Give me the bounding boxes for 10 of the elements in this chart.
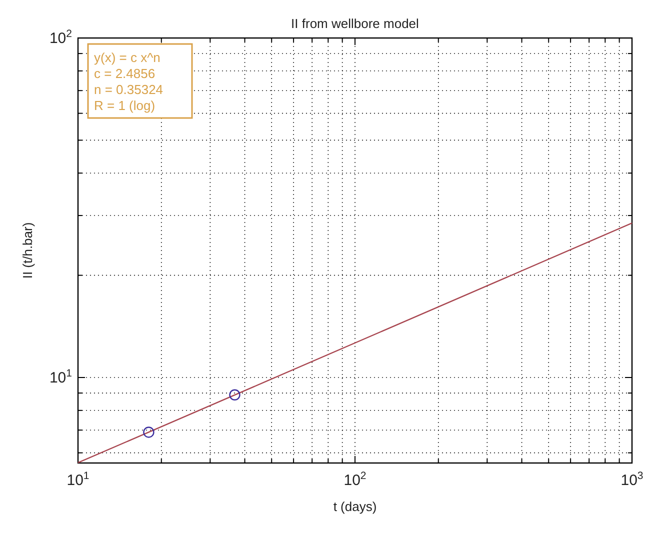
- x-tick-label: 10$^{3}$: [620, 470, 644, 489]
- chart-title: II from wellbore model: [291, 16, 420, 31]
- annotation: n = 0.35324: [94, 82, 164, 97]
- annotation: y(x) = c x^n: [94, 50, 160, 65]
- x-axis-title: t (days): [333, 499, 377, 514]
- annotation: c = 2.4856: [94, 66, 156, 81]
- x-tick-label: 10$^{2}$: [344, 470, 366, 489]
- annotation: R = 1 (log): [94, 98, 156, 113]
- y-axis-title: II (t/h.bar): [20, 222, 35, 279]
- x-tick-label: 10$^{1}$: [66, 470, 90, 489]
